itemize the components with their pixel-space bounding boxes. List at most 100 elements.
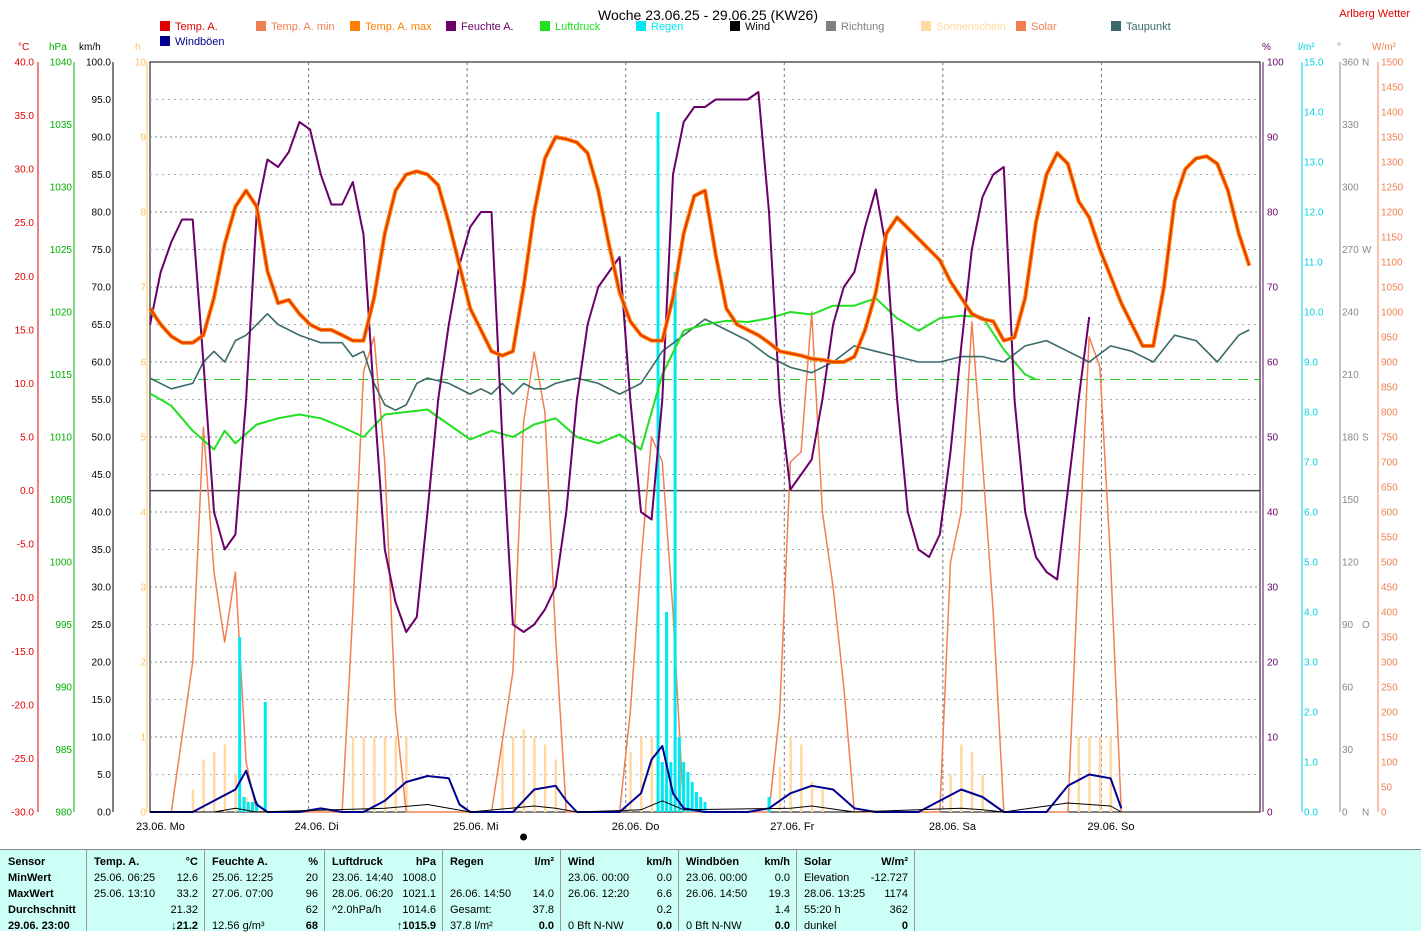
rain-axis-tick: 5.0 bbox=[1304, 558, 1318, 569]
stats-gust-unit: km/h bbox=[764, 856, 790, 868]
solar-axis-tick: 600 bbox=[1381, 508, 1398, 519]
solar-axis-tick: 1350 bbox=[1381, 133, 1404, 144]
direction-axis-label: N bbox=[1362, 808, 1369, 819]
wind-axis-tick: 55.0 bbox=[92, 395, 112, 406]
legend-label: Windböen bbox=[175, 36, 225, 48]
stats-humidity-value: 96 bbox=[305, 888, 318, 900]
x-axis-day-label: 23.06. Mo bbox=[136, 821, 185, 833]
temp-axis-tick: 40.0 bbox=[15, 58, 35, 69]
stats-humidity-value: 68 bbox=[305, 920, 318, 932]
pressure-line bbox=[149, 297, 1037, 451]
sun-axis-tick: 10 bbox=[135, 58, 147, 69]
stats-sensor-column: Sensor MinWert MaxWert Durchschnitt 29.0… bbox=[0, 850, 87, 932]
stats-humidity-header: Feuchte A. bbox=[212, 856, 268, 868]
temp-axis-tick: -15.0 bbox=[11, 647, 34, 658]
direction-axis-tick: 0 bbox=[1342, 808, 1348, 819]
rain-axis-tick: 15.0 bbox=[1304, 58, 1324, 69]
legend: Temp. A. Temp. A. min Temp. A. max Feuchte … bbox=[160, 21, 1171, 48]
stats-temp-label: 25.06. 13:10 bbox=[94, 888, 156, 900]
direction-axis-tick: 270 bbox=[1342, 245, 1359, 256]
direction-axis-label: W bbox=[1362, 245, 1372, 256]
rain-bar bbox=[656, 112, 660, 812]
direction-axis-tick: 360 bbox=[1342, 58, 1359, 69]
wind-axis-tick: 20.0 bbox=[92, 658, 112, 669]
stats-gust-header: Windböen bbox=[686, 856, 740, 868]
sun-axis-tick: 5 bbox=[140, 433, 146, 444]
solar-axis-tick: 350 bbox=[1381, 633, 1398, 644]
stats-temp-value: ↓21.2 bbox=[171, 920, 198, 932]
stats-row-current-label: 29.06. 23:00 bbox=[8, 920, 70, 932]
rain-bar bbox=[690, 782, 694, 812]
stats-row-avg-label: Durchschnitt bbox=[8, 904, 76, 916]
pressure-axis-tick: 1000 bbox=[50, 558, 73, 569]
legend-label: Temp. A. max bbox=[365, 21, 432, 33]
stats-rain-value: 37.8 bbox=[532, 904, 554, 916]
sun-axis-tick: 3 bbox=[140, 583, 146, 594]
direction-axis-unit: ° bbox=[1337, 42, 1341, 53]
sunshine-bar bbox=[1098, 737, 1102, 812]
sunshine-bar bbox=[629, 752, 632, 812]
solar-axis-tick: 1150 bbox=[1381, 233, 1403, 244]
rain-axis-tick: 3.0 bbox=[1304, 658, 1318, 669]
temp-axis-tick: -25.0 bbox=[11, 754, 34, 765]
solar-axis-tick: 1450 bbox=[1381, 83, 1404, 94]
wind-axis-tick: 65.0 bbox=[92, 320, 112, 331]
stats-row-min-label: MinWert bbox=[8, 872, 52, 884]
humidity-axis-tick: 40 bbox=[1267, 508, 1279, 519]
humidity-axis-tick: 80 bbox=[1267, 208, 1279, 219]
stats-solar-column: Solar W/m² Elevation -12.727 28.06. 13:25 117… bbox=[798, 850, 915, 932]
sun-axis-tick: 8 bbox=[140, 208, 146, 219]
stats-pressure-value: 1008.0 bbox=[402, 872, 436, 884]
wind-axis-tick: 0.0 bbox=[97, 808, 111, 819]
legend-swatch bbox=[160, 21, 170, 31]
sun-axis-tick: 4 bbox=[140, 508, 146, 519]
pressure-axis-tick: 985 bbox=[55, 745, 72, 756]
sunshine-bar bbox=[778, 767, 782, 812]
stats-gust-label: 26.06. 14:50 bbox=[686, 888, 748, 900]
sunshine-bar bbox=[511, 737, 515, 812]
pressure-axis-tick: 1040 bbox=[50, 58, 73, 69]
legend-swatch bbox=[636, 21, 646, 31]
wind-axis-tick: 90.0 bbox=[92, 133, 112, 144]
chart-title: Woche 23.06.25 - 29.06.25 (KW26) bbox=[598, 7, 818, 23]
solar-axis-tick: 250 bbox=[1381, 683, 1398, 694]
legend-label: Temp. A. min bbox=[271, 21, 335, 33]
sunshine-bar bbox=[821, 789, 824, 812]
pressure-axis-tick: 1035 bbox=[50, 120, 73, 131]
legend-label: Temp. A. bbox=[175, 21, 218, 33]
rain-bar bbox=[699, 797, 703, 812]
dewpoint-line bbox=[149, 312, 1250, 412]
legend-swatch bbox=[1111, 21, 1121, 31]
sun-axis-tick: 7 bbox=[140, 283, 146, 294]
stats-rain-label: Gesamt: bbox=[450, 904, 492, 916]
pressure-axis-tick: 1020 bbox=[50, 308, 73, 319]
humidity-axis-tick: 70 bbox=[1267, 283, 1279, 294]
plot-area bbox=[148, 61, 1261, 841]
stats-solar-header: Solar bbox=[804, 856, 832, 868]
x-axis-day-label: 25.06. Mi bbox=[453, 821, 498, 833]
humidity-axis-tick: 20 bbox=[1267, 658, 1279, 669]
solar-axis-tick: 1000 bbox=[1381, 308, 1404, 319]
solar-axis-tick: 1250 bbox=[1381, 183, 1404, 194]
rain-axis-tick: 14.0 bbox=[1304, 108, 1324, 119]
wind-axis-tick: 100.0 bbox=[86, 58, 111, 69]
sunshine-bar bbox=[810, 782, 814, 812]
stats-gust-value: 1.4 bbox=[774, 904, 790, 916]
stats-temp-value: 12.6 bbox=[176, 872, 198, 884]
rain-axis-unit: l/m² bbox=[1298, 42, 1315, 53]
sun-axis-tick: 1 bbox=[140, 733, 146, 744]
stats-temp-value: 21.32 bbox=[170, 904, 198, 916]
stats-wind-value: 0.0 bbox=[656, 872, 672, 884]
rain-axis-tick: 10.0 bbox=[1304, 308, 1324, 319]
pressure-axis-tick: 1010 bbox=[50, 433, 73, 444]
sun-axis-tick: 0 bbox=[140, 808, 146, 819]
sunshine-bar bbox=[362, 737, 365, 812]
x-axis-day-label: 29.06. So bbox=[1087, 821, 1134, 833]
solar-axis-unit: W/m² bbox=[1372, 42, 1397, 53]
wind-axis-tick: 80.0 bbox=[92, 208, 112, 219]
direction-axis-tick: 90 bbox=[1342, 620, 1354, 631]
rain-axis-tick: 11.0 bbox=[1304, 258, 1323, 269]
legend-label: Wind bbox=[745, 21, 770, 33]
stats-humidity-column: Feuchte A.% 25.06. 12:25 20 27.06. 07:00 96 6… bbox=[206, 850, 325, 932]
stats-pressure-header: Luftdruck bbox=[332, 856, 383, 868]
